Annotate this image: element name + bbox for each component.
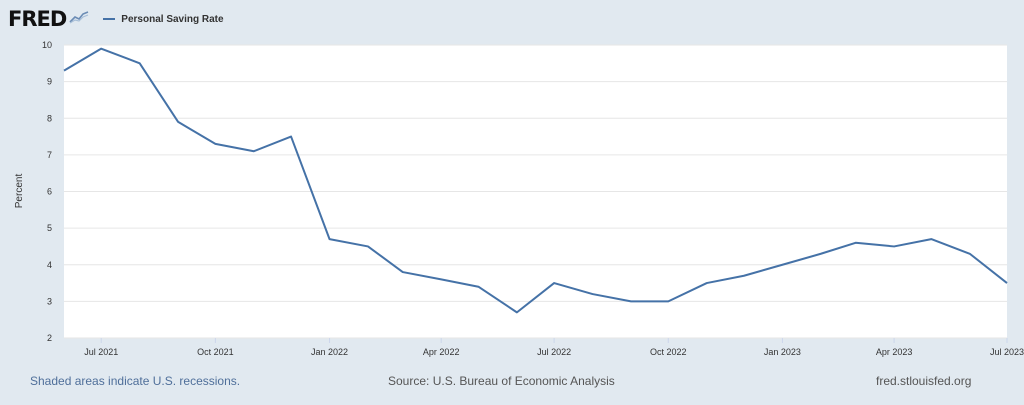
y-tick-label: 6 <box>47 187 52 197</box>
y-tick-label: 8 <box>47 113 52 123</box>
x-tick-label: Jul 2021 <box>84 347 118 357</box>
data-point[interactable] <box>927 235 935 243</box>
legend-swatch <box>103 18 116 20</box>
data-point[interactable] <box>474 283 482 291</box>
chart-legend: Personal Saving Rate <box>103 13 224 25</box>
x-tick-label: Jul 2023 <box>990 347 1024 357</box>
legend-series-label[interactable]: Personal Saving Rate <box>121 13 224 25</box>
data-point[interactable] <box>550 279 558 287</box>
data-point[interactable] <box>437 275 445 283</box>
data-point[interactable] <box>364 242 372 250</box>
data-point[interactable] <box>513 308 521 316</box>
y-axis-label: Percent <box>14 174 25 209</box>
y-tick-label: 3 <box>47 296 52 306</box>
x-tick-label: Oct 2021 <box>197 347 234 357</box>
y-tick-label: 9 <box>47 77 52 87</box>
data-point[interactable] <box>966 250 974 258</box>
y-axis-ticks: 2 3 4 5 6 7 8 9 10 <box>42 40 52 343</box>
x-axis-ticks: Jul 2021 Oct 2021 Jan 2022 Apr 2022 Jul 2022… <box>84 338 1024 357</box>
data-point[interactable] <box>326 235 334 243</box>
data-point[interactable] <box>287 133 295 141</box>
recessions-note-link[interactable]: Shaded areas indicate U.S. recessions. <box>30 374 241 388</box>
data-point[interactable] <box>703 279 711 287</box>
y-tick-label: 5 <box>47 223 52 233</box>
data-point[interactable] <box>1003 279 1011 287</box>
chart-header: FRED Personal Saving Rate <box>8 6 224 32</box>
y-tick-label: 7 <box>47 150 52 160</box>
x-tick-label: Apr 2022 <box>423 347 460 357</box>
data-point[interactable] <box>817 250 825 258</box>
data-point[interactable] <box>211 140 219 148</box>
line-chart: 2 3 4 5 6 7 8 9 10 Jul 2021 Oct 2021 Jan 2022 Apr 2… <box>14 40 1024 357</box>
data-point[interactable] <box>852 239 860 247</box>
x-tick-label: Oct 2022 <box>650 347 687 357</box>
y-tick-label: 4 <box>47 260 52 270</box>
data-point[interactable] <box>250 147 258 155</box>
data-point[interactable] <box>890 242 898 250</box>
x-tick-label: Jan 2023 <box>764 347 801 357</box>
data-point[interactable] <box>136 59 144 67</box>
y-tick-label: 2 <box>47 333 52 343</box>
data-point[interactable] <box>97 45 105 53</box>
data-point[interactable] <box>174 118 182 126</box>
data-point[interactable] <box>664 297 672 305</box>
data-point[interactable] <box>60 67 68 75</box>
fred-logo[interactable]: FRED <box>8 7 90 31</box>
x-tick-label: Jan 2022 <box>311 347 348 357</box>
data-point[interactable] <box>589 290 597 298</box>
series-line-personal-saving-rate <box>63 47 1008 314</box>
x-tick-label: Jul 2022 <box>537 347 571 357</box>
gridlines <box>64 44 1007 339</box>
chart-footer: Shaded areas indicate U.S. recessions. S… <box>0 374 1024 392</box>
y-tick-label: 10 <box>42 40 52 50</box>
data-point[interactable] <box>740 272 748 280</box>
source-note: Source: U.S. Bureau of Economic Analysis <box>388 374 615 388</box>
chart-line-icon <box>69 9 90 29</box>
data-point[interactable] <box>399 268 407 276</box>
data-point[interactable] <box>627 297 635 305</box>
data-point[interactable] <box>778 261 786 269</box>
site-url[interactable]: fred.stlouisfed.org <box>876 374 972 388</box>
fred-logo-text: FRED <box>8 7 67 31</box>
x-tick-label: Apr 2023 <box>876 347 913 357</box>
